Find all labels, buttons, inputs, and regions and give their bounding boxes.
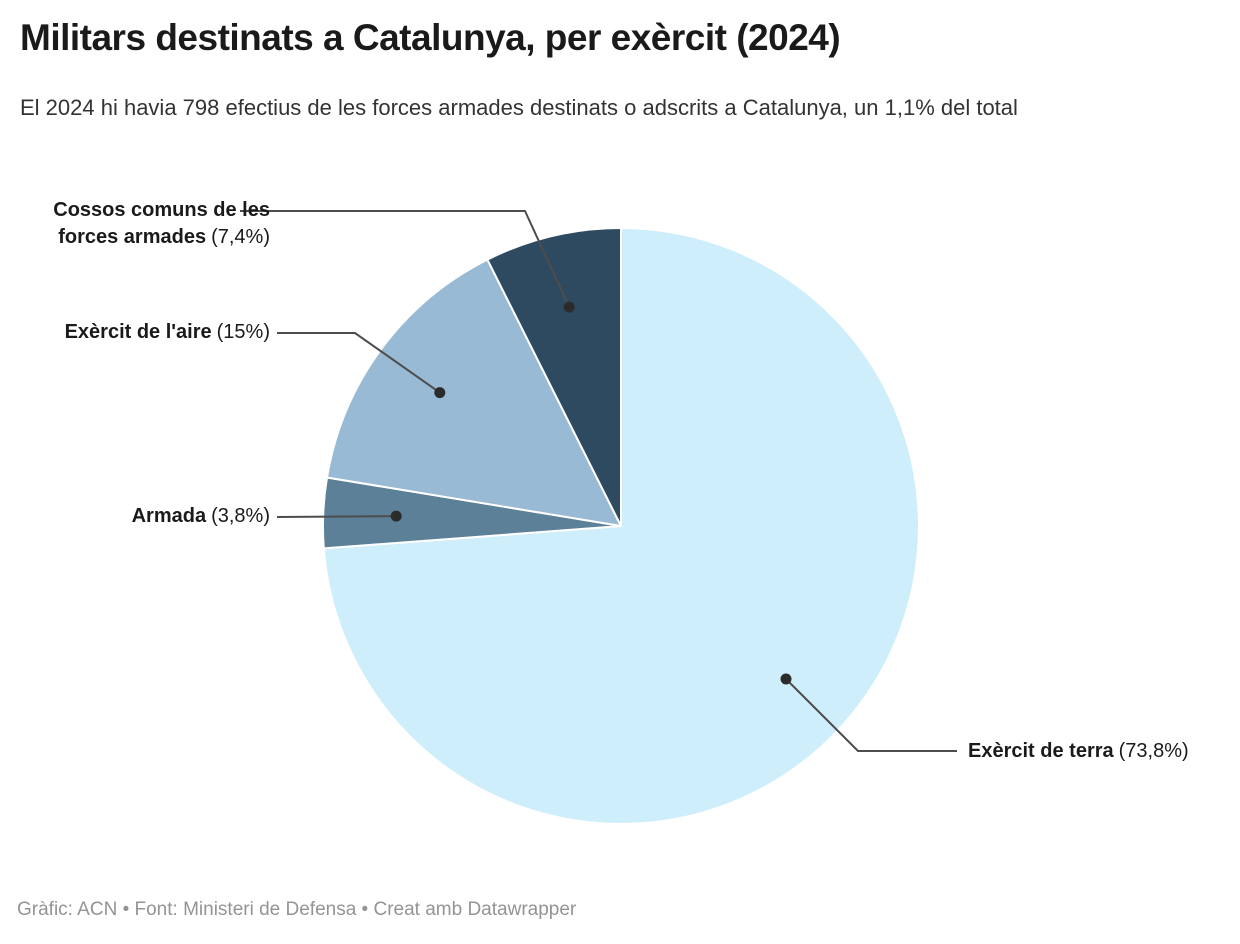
slice-percentage: (73,8%) [1118, 740, 1189, 762]
slice-percentage: (7,4%) [211, 226, 270, 248]
chart-subtitle: El 2024 hi havia 798 efectius de les for… [20, 95, 1018, 120]
slice-label-cossos: Cossos comuns de les forces armades (7,4%… [20, 197, 270, 251]
slice-percentage: (15%) [216, 321, 270, 343]
slice-name: Armada [131, 505, 207, 527]
leader-line-terra [785, 678, 957, 752]
leader-dot-armada [390, 510, 402, 522]
slice-percentage: (3,8%) [211, 505, 270, 527]
slice-name: forces armades [58, 226, 207, 248]
pie-slice-cossos[interactable] [486, 227, 622, 527]
slice-label-aire: Exèrcit de l'aire (15%) [65, 319, 270, 346]
leader-line-aire [277, 332, 441, 394]
chart-title: Militars destinats a Catalunya, per exèr… [20, 17, 841, 58]
slice-label-armada: Armada (3,8%) [132, 503, 270, 530]
slice-name: Cossos comuns de les [53, 199, 270, 221]
leader-line-armada [276, 515, 397, 518]
pie-slice-aire[interactable] [326, 258, 622, 527]
chart-byline: Gràfic: ACN • Font: Ministeri de Defensa… [17, 899, 577, 920]
leader-dot-aire [434, 387, 446, 399]
slice-label-terra: Exèrcit de terra (73,8%) [968, 738, 1189, 765]
leader-dot-cossos [563, 301, 575, 313]
slice-name: Exèrcit de l'aire [64, 321, 212, 343]
leader-dot-terra [780, 673, 792, 685]
leader-line-cossos [240, 210, 571, 308]
slice-name: Exèrcit de terra [968, 740, 1114, 762]
